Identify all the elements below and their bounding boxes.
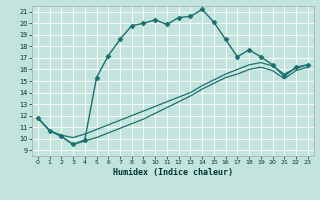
X-axis label: Humidex (Indice chaleur): Humidex (Indice chaleur) (113, 168, 233, 177)
